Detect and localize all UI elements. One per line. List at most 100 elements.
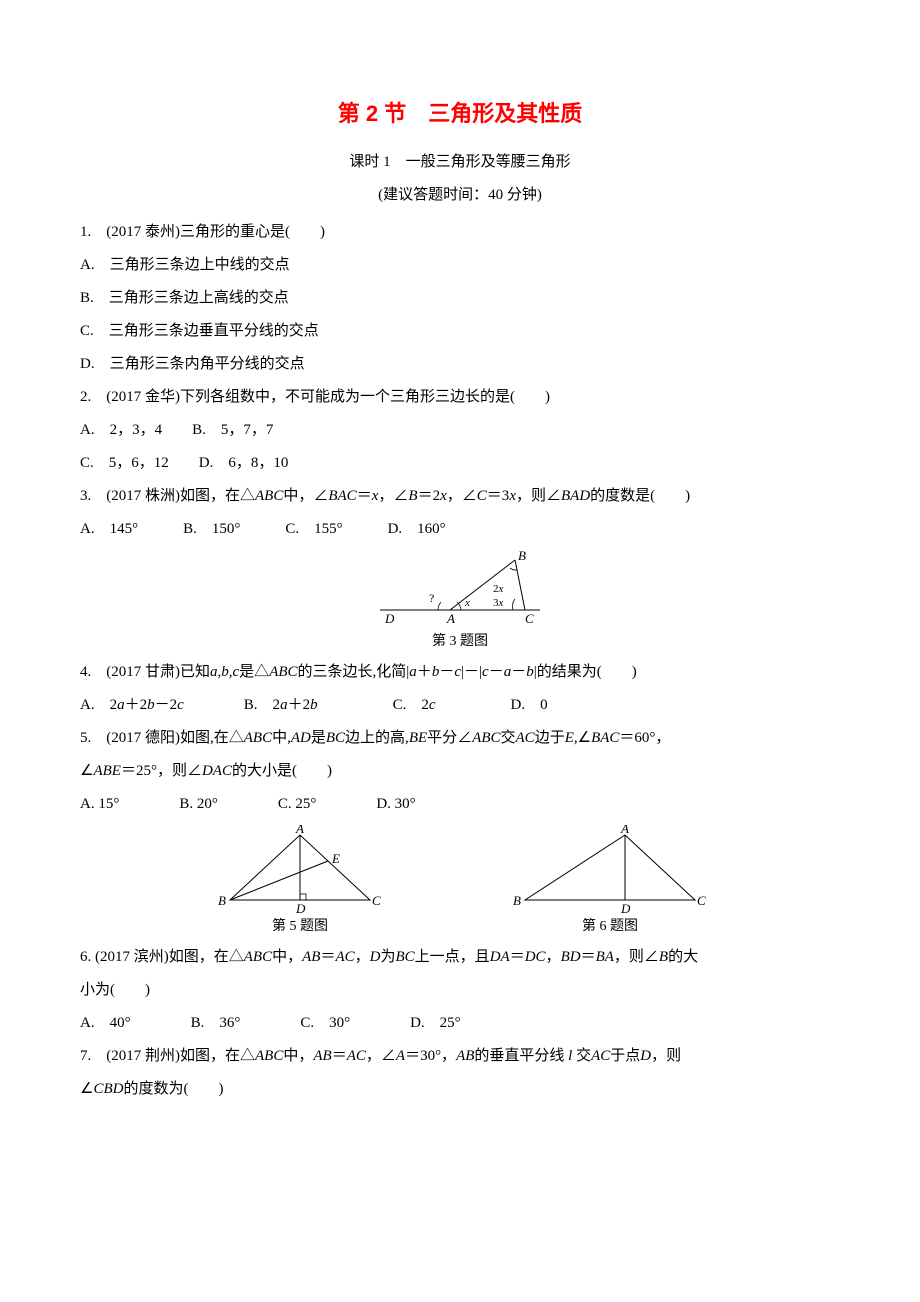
var-abc: ABC xyxy=(255,1048,283,1064)
text: C. 2 xyxy=(318,697,429,713)
var-abc: ABC xyxy=(244,730,272,746)
text: ＝30°， xyxy=(405,1048,456,1064)
text: ＝ xyxy=(357,488,372,504)
var-c: c xyxy=(454,664,461,680)
var-ab: AB xyxy=(456,1048,474,1064)
var-x: x xyxy=(440,488,447,504)
var-be: BE xyxy=(409,730,427,746)
text: 中， xyxy=(283,1048,313,1064)
text: 边于 xyxy=(535,730,565,746)
text: ，则 xyxy=(651,1048,681,1064)
q5-figure: A B C D E 第 5 题图 xyxy=(210,825,390,937)
text: 中，∠ xyxy=(283,488,328,504)
text: ＝ xyxy=(320,949,335,965)
text: ＝ xyxy=(510,949,525,965)
text: 边上的高, xyxy=(345,730,409,746)
q2-opts-row1: A. 2，3，4 B. 5，7，7 xyxy=(80,414,840,447)
text: 中， xyxy=(272,949,302,965)
text: ＝60°， xyxy=(619,730,670,746)
svg-text:A: A xyxy=(620,825,629,836)
text: ＝3 xyxy=(487,488,510,504)
svg-text:D: D xyxy=(384,611,395,626)
var-a: a xyxy=(280,697,288,713)
text: ， xyxy=(355,949,370,965)
text: － xyxy=(439,664,454,680)
var-ab: AB xyxy=(313,1048,331,1064)
var-bac: BAC xyxy=(591,730,619,746)
var-d: D xyxy=(640,1048,651,1064)
svg-text:B: B xyxy=(518,550,526,563)
var-a: a xyxy=(409,664,417,680)
q3-triangle-svg: B C A D ? x 3x 2x xyxy=(375,550,545,630)
var-abc: ABC xyxy=(244,949,272,965)
q3-stem: 3. (2017 株洲)如图，在△ABC中，∠BAC＝x，∠B＝2x，∠C＝3x… xyxy=(80,480,840,513)
text: ， xyxy=(546,949,561,965)
svg-text:B: B xyxy=(513,893,521,908)
q1-opt-a: A. 三角形三条边上中线的交点 xyxy=(80,249,840,282)
var-bc: BC xyxy=(326,730,345,746)
q3-figcap: 第 3 题图 xyxy=(432,632,488,652)
svg-text:D: D xyxy=(295,901,306,915)
text: ＋ xyxy=(417,664,432,680)
q3-opts: A. 145° B. 150° C. 155° D. 160° xyxy=(80,513,840,546)
text: 交 xyxy=(501,730,516,746)
var-a: A xyxy=(396,1048,405,1064)
text: 平分∠ xyxy=(427,730,472,746)
var-abc: ABC xyxy=(472,730,500,746)
text: 上一点，且 xyxy=(415,949,490,965)
var-abc: ABC xyxy=(269,664,297,680)
q5-stem-line1: 5. (2017 德阳)如图,在△ABC中,AD是BC边上的高,BE平分∠ABC… xyxy=(80,722,840,755)
svg-text:x: x xyxy=(464,597,470,609)
var-a: a xyxy=(210,664,218,680)
q6-stem-line2: 小为( ) xyxy=(80,974,840,1007)
svg-text:2x: 2x xyxy=(493,583,504,595)
text: 4. (2017 甘肃)已知 xyxy=(80,664,210,680)
var-c: c xyxy=(482,664,489,680)
svg-text:C: C xyxy=(525,611,534,626)
svg-text:?: ? xyxy=(429,591,434,605)
var-a: a xyxy=(117,697,125,713)
svg-text:D: D xyxy=(620,901,631,915)
q2-opts-row2: C. 5，6，12 D. 6，8，10 xyxy=(80,447,840,480)
text: 的垂直平分线 xyxy=(474,1048,564,1064)
text: ,∠ xyxy=(574,730,591,746)
q6-figcap: 第 6 题图 xyxy=(582,917,638,937)
var-b: b xyxy=(147,697,155,713)
text: － xyxy=(489,664,504,680)
text: ＋2 xyxy=(288,697,311,713)
q5-q6-figures: A B C D E 第 5 题图 A B C D 第 6 题图 xyxy=(80,825,840,937)
var-abe: ABE xyxy=(93,763,121,779)
text: 的大 xyxy=(668,949,698,965)
text: ，则∠ xyxy=(614,949,659,965)
text: － xyxy=(511,664,526,680)
text: ＝ xyxy=(332,1048,347,1064)
q1-opt-d: D. 三角形三条内角平分线的交点 xyxy=(80,348,840,381)
q6-opts: A. 40° B. 36° C. 30° D. 25° xyxy=(80,1007,840,1040)
text: 交 xyxy=(576,1048,591,1064)
var-c: C xyxy=(477,488,487,504)
var-ac: AC xyxy=(347,1048,366,1064)
var-c: c xyxy=(429,697,436,713)
text: 是 xyxy=(311,730,326,746)
svg-text:A: A xyxy=(446,611,455,626)
q4-opts: A. 2a＋2b－2c B. 2a＋2b C. 2c D. 0 xyxy=(80,689,840,722)
var-b: b xyxy=(526,664,534,680)
text: 3. (2017 株洲)如图，在△ xyxy=(80,488,255,504)
var-bac: BAC xyxy=(328,488,356,504)
text: ∠ xyxy=(80,763,93,779)
var-bc: BC xyxy=(396,949,415,965)
var-da: DA xyxy=(490,949,510,965)
q5-triangle-svg: A B C D E xyxy=(210,825,390,915)
q1-opt-b: B. 三角形三条边上高线的交点 xyxy=(80,282,840,315)
text: ＝ xyxy=(581,949,596,965)
text: ，则∠ xyxy=(516,488,561,504)
text: A. 2 xyxy=(80,697,117,713)
text: D. 0 xyxy=(436,697,548,713)
text: －2 xyxy=(155,697,178,713)
var-b: B xyxy=(659,949,668,965)
q6-triangle-svg: A B C D xyxy=(510,825,710,915)
text: |的结果为( ) xyxy=(534,664,637,680)
var-l: l xyxy=(564,1048,576,1064)
text: ＋2 xyxy=(125,697,148,713)
var-d: D xyxy=(370,949,381,965)
